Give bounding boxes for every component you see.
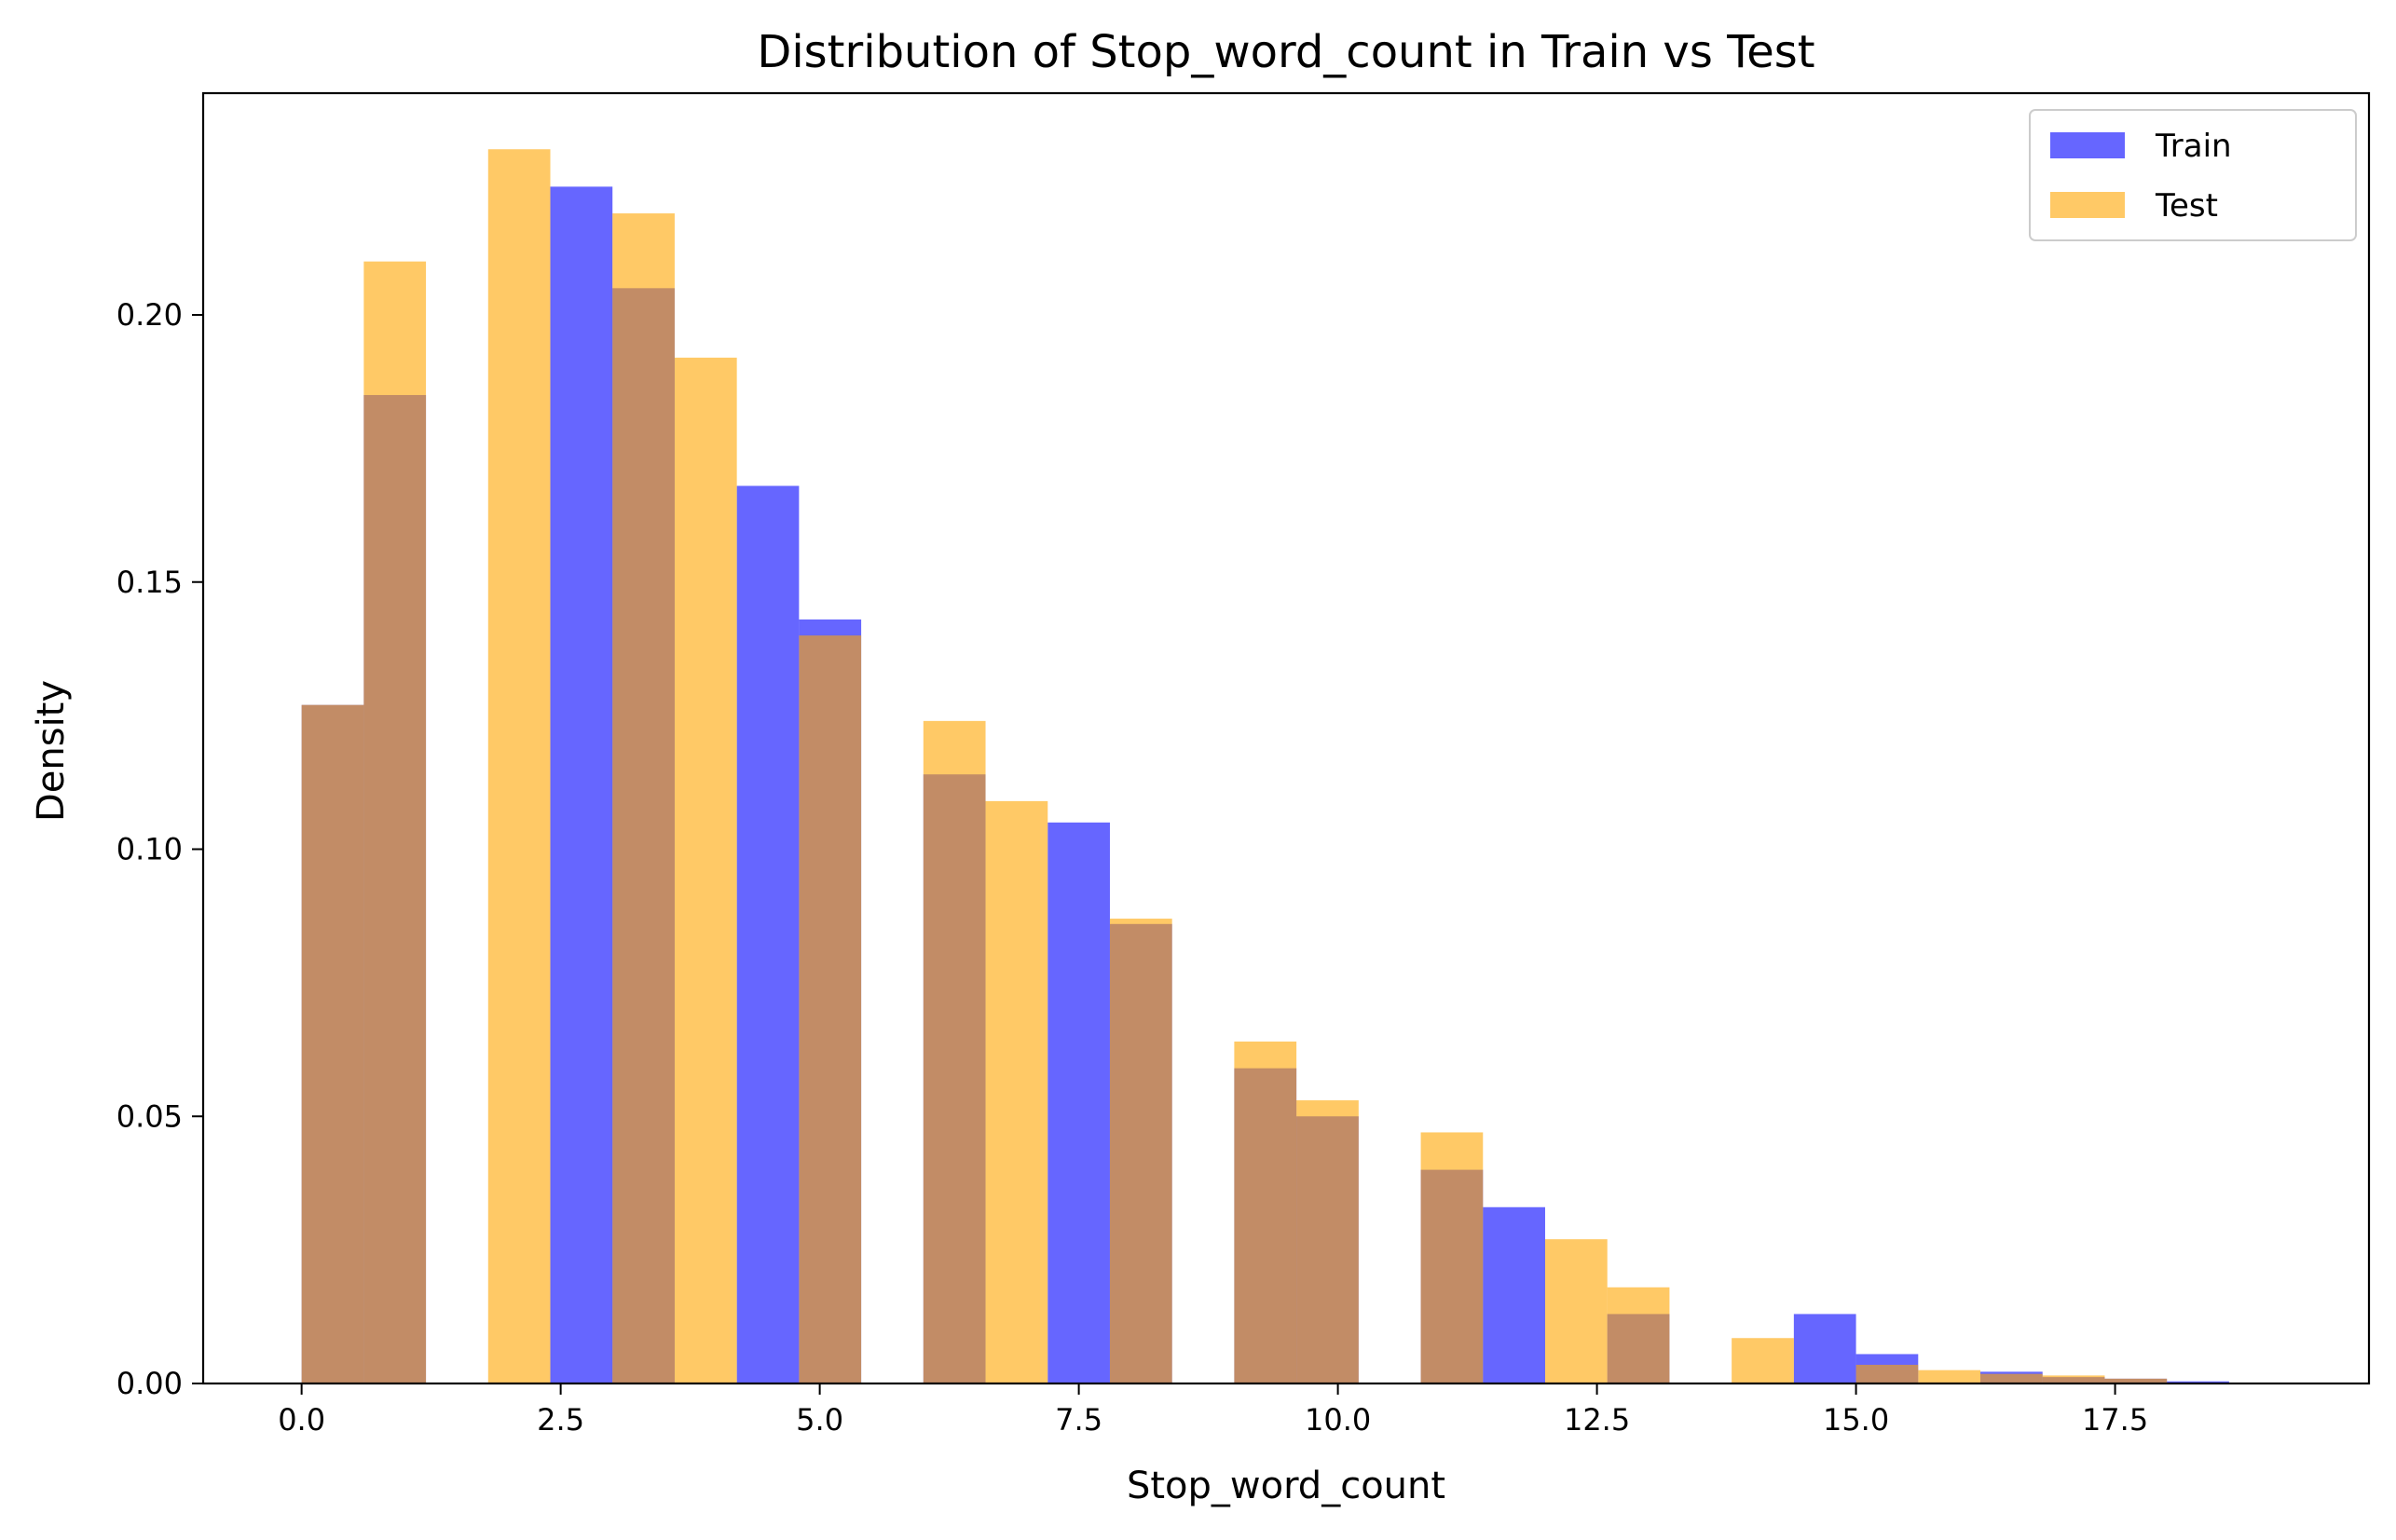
legend-swatch-train [2050, 132, 2125, 158]
y-tick-label: 0.15 [116, 565, 183, 600]
bar-train-19 [1483, 1206, 1545, 1383]
legend-label-test: Test [2155, 187, 2218, 225]
bar-train-12 [1047, 822, 1110, 1383]
x-axis: 0.0 2.5 5.0 7.5 10.0 12.5 15.0 17.5 [278, 1383, 2148, 1438]
legend-label-train: Train [2155, 128, 2232, 165]
bar-test-28 [2042, 1375, 2105, 1383]
bar-test-29 [2104, 1378, 2168, 1383]
bar-test-3 [487, 149, 551, 1384]
bar-test-13 [1109, 919, 1172, 1383]
bar-test-15 [1234, 1041, 1297, 1383]
bar-train-7 [736, 485, 800, 1383]
legend-swatch-test [2050, 192, 2125, 218]
x-tick-label: 17.5 [2082, 1402, 2148, 1438]
plot-area-frame [201, 91, 2371, 1385]
bar-test-10 [923, 720, 986, 1383]
y-tick-label: 0.20 [116, 297, 183, 333]
bar-test-25 [1855, 1364, 1919, 1383]
series-test [301, 149, 2168, 1384]
y-tick-label: 0.10 [116, 832, 183, 867]
bar-test-11 [985, 800, 1048, 1383]
x-tick-label: 0.0 [278, 1402, 325, 1438]
bar-test-20 [1544, 1239, 1608, 1383]
x-axis-label: Stop_word_count [1127, 1465, 1445, 1507]
bar-test-8 [799, 635, 862, 1383]
bar-train-30 [2167, 1381, 2229, 1383]
x-tick-label: 12.5 [1564, 1402, 1630, 1438]
bar-train-24 [1793, 1314, 1856, 1383]
bar-test-1 [363, 261, 427, 1383]
y-axis-label: Density [30, 680, 73, 822]
bar-test-0 [301, 704, 364, 1383]
bar-train-4 [550, 186, 613, 1384]
bar-test-18 [1420, 1132, 1484, 1383]
bar-test-27 [1980, 1373, 2043, 1383]
y-tick-label: 0.00 [116, 1366, 183, 1401]
bar-test-21 [1607, 1287, 1670, 1383]
x-tick-label: 5.0 [796, 1402, 843, 1438]
legend: Train Test [2029, 109, 2357, 241]
bars-layer [301, 149, 2229, 1384]
bar-test-16 [1296, 1100, 1359, 1383]
x-tick-label: 15.0 [1823, 1402, 1889, 1438]
x-tick-label: 10.0 [1305, 1402, 1371, 1438]
y-tick-label: 0.05 [116, 1098, 183, 1134]
x-tick-label: 2.5 [537, 1402, 584, 1438]
bar-test-6 [674, 357, 737, 1383]
bar-test-5 [612, 213, 675, 1383]
y-axis: 0.00 0.05 0.10 0.15 0.20 [116, 297, 203, 1401]
x-tick-label: 7.5 [1055, 1402, 1102, 1438]
bar-test-23 [1732, 1338, 1794, 1383]
chart-title: Distribution of Stop_word_count in Train… [757, 26, 1814, 78]
bar-test-26 [1918, 1370, 1981, 1383]
